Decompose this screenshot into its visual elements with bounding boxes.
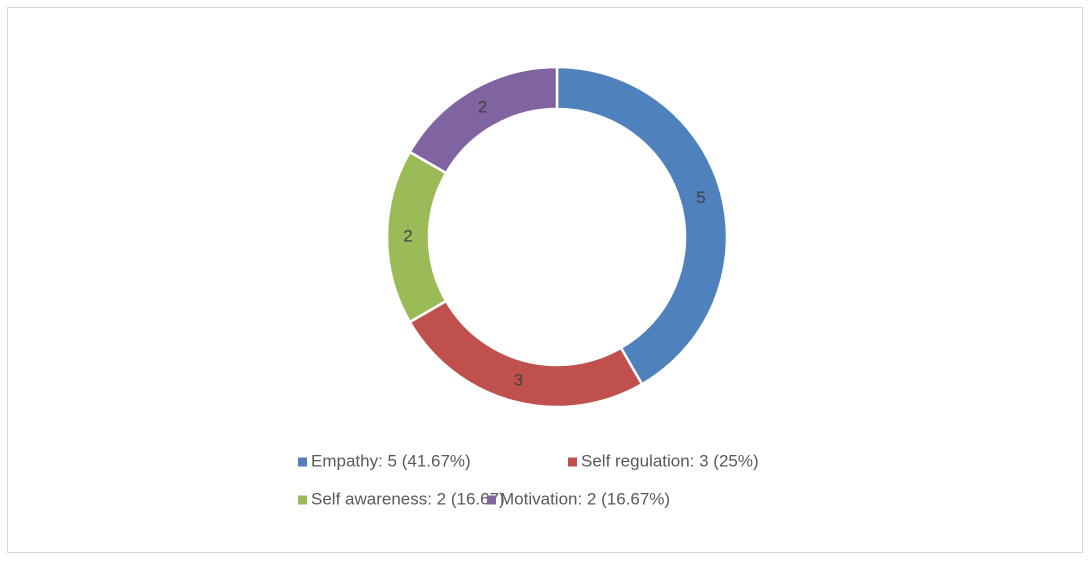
data-label: 2: [478, 97, 487, 116]
legend-swatch: [568, 457, 577, 467]
legend-label: Self awareness: 2 (16.67): [311, 489, 505, 508]
donut-segment: [555, 65, 729, 386]
legend-label: Self regulation: 3 (25%): [581, 451, 759, 470]
legend-swatch: [298, 495, 307, 505]
legend-swatch: [487, 495, 496, 505]
legend-label: Empathy: 5 (41.67%): [311, 451, 471, 470]
donut-segment: [408, 65, 559, 175]
data-label: 5: [696, 188, 705, 207]
legend-label: Motivation: 2 (16.67%): [500, 489, 670, 508]
data-label: 2: [403, 226, 412, 245]
data-label: 3: [514, 370, 523, 389]
legend-swatch: [298, 457, 307, 467]
